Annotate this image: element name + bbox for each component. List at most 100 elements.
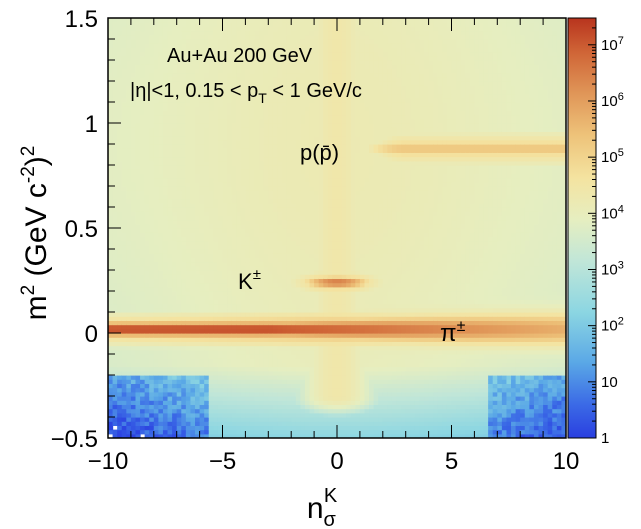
heatmap-cell xyxy=(236,236,242,242)
heatmap-cell xyxy=(176,215,182,221)
heatmap-cell xyxy=(309,219,315,225)
heatmap-cell xyxy=(217,291,224,296)
heatmap-cell xyxy=(112,194,118,200)
heatmap-cell xyxy=(108,299,114,305)
heatmap-cell xyxy=(240,291,246,296)
heatmap-cell xyxy=(227,81,233,86)
heatmap-cell xyxy=(199,55,205,61)
heatmap-cell xyxy=(249,173,256,179)
heatmap-cell xyxy=(222,349,228,355)
heatmap-cell xyxy=(254,215,260,221)
heatmap-cell xyxy=(213,345,219,351)
heatmap-cell xyxy=(236,198,242,204)
heatmap-cell xyxy=(323,278,329,284)
heatmap-cell xyxy=(263,370,269,376)
heatmap-cell xyxy=(323,303,329,309)
heatmap-cell xyxy=(318,97,324,103)
heatmap-cell xyxy=(282,307,288,313)
heatmap-cell xyxy=(140,253,146,258)
heatmap-cell xyxy=(172,173,178,179)
heatmap-cell xyxy=(195,60,201,65)
heatmap-cell xyxy=(199,282,205,288)
heatmap-cell xyxy=(213,316,219,321)
heatmap-cell xyxy=(286,215,292,221)
heatmap-cell xyxy=(291,387,297,393)
heatmap-cell xyxy=(190,316,196,321)
heatmap-cell xyxy=(245,186,251,191)
heatmap-cell xyxy=(185,253,192,258)
heatmap-cell xyxy=(236,22,242,27)
heatmap-cell xyxy=(172,270,178,275)
heatmap-cell xyxy=(327,18,334,23)
heatmap-cell xyxy=(112,417,118,422)
heatmap-cell xyxy=(149,307,155,313)
heatmap-cell xyxy=(172,249,178,254)
heatmap-cell xyxy=(268,26,274,32)
heatmap-cell xyxy=(245,60,251,65)
heatmap-cell xyxy=(309,299,315,305)
heatmap-cell xyxy=(236,194,242,200)
heatmap-cell xyxy=(217,202,224,208)
heatmap-cell xyxy=(249,85,256,90)
heatmap-cell xyxy=(236,123,242,128)
heatmap-cell xyxy=(259,316,265,321)
heatmap-cell xyxy=(117,286,123,292)
heatmap-cell xyxy=(272,324,279,330)
heatmap-cell xyxy=(263,81,269,86)
heatmap-cell xyxy=(314,278,320,284)
heatmap-cell xyxy=(245,219,251,225)
heatmap-cell xyxy=(286,278,292,284)
heatmap-cell xyxy=(268,240,274,246)
heatmap-cell xyxy=(318,114,324,120)
heatmap-cell xyxy=(208,354,214,359)
heatmap-cell xyxy=(172,274,178,279)
heatmap-cell xyxy=(259,345,265,351)
heatmap-cell xyxy=(254,270,260,275)
heatmap-cell xyxy=(158,295,164,300)
heatmap-cell xyxy=(199,303,205,309)
heatmap-cell xyxy=(291,55,297,61)
heatmap-cell xyxy=(158,30,164,36)
heatmap-cell xyxy=(323,97,329,103)
heatmap-cell xyxy=(121,349,127,355)
heatmap-cell xyxy=(153,232,159,237)
heatmap-cell xyxy=(117,198,123,204)
heatmap-cell xyxy=(304,173,311,179)
heatmap-cell xyxy=(282,127,288,132)
heatmap-cell xyxy=(272,270,279,275)
heatmap-cell xyxy=(167,383,173,389)
heatmap-cell xyxy=(240,412,246,418)
heatmap-cell xyxy=(140,127,146,132)
heatmap-cell xyxy=(162,160,169,166)
heatmap-cell xyxy=(249,219,256,225)
heatmap-cell xyxy=(140,421,146,426)
heatmap-cell xyxy=(176,341,182,347)
heatmap-cell xyxy=(286,404,292,410)
heatmap-cell xyxy=(286,97,292,103)
heatmap-cell xyxy=(236,30,242,36)
heatmap-cell xyxy=(172,22,178,27)
heatmap-cell xyxy=(240,379,246,384)
heatmap-cell xyxy=(277,282,283,288)
heatmap-cell xyxy=(112,349,118,355)
heatmap-cell xyxy=(249,362,256,368)
heatmap-cell xyxy=(231,60,237,65)
heatmap-cell xyxy=(176,328,182,334)
heatmap-cell xyxy=(167,156,173,162)
heatmap-cell xyxy=(323,362,329,368)
heatmap-cell xyxy=(227,270,233,275)
heatmap-cell xyxy=(240,177,246,183)
heatmap-cell xyxy=(199,261,205,267)
heatmap-cell xyxy=(314,375,320,380)
heatmap-cell xyxy=(117,215,123,221)
heatmap-cell xyxy=(327,97,334,103)
heatmap-cell xyxy=(204,375,210,380)
heatmap-cell xyxy=(121,169,127,174)
heatmap-cell xyxy=(304,127,311,132)
heatmap-cell xyxy=(272,144,279,149)
heatmap-cell xyxy=(126,68,132,74)
heatmap-cell xyxy=(249,429,256,435)
heatmap-cell xyxy=(135,22,141,27)
heatmap-cell xyxy=(190,64,196,69)
heatmap-cell xyxy=(327,177,334,183)
